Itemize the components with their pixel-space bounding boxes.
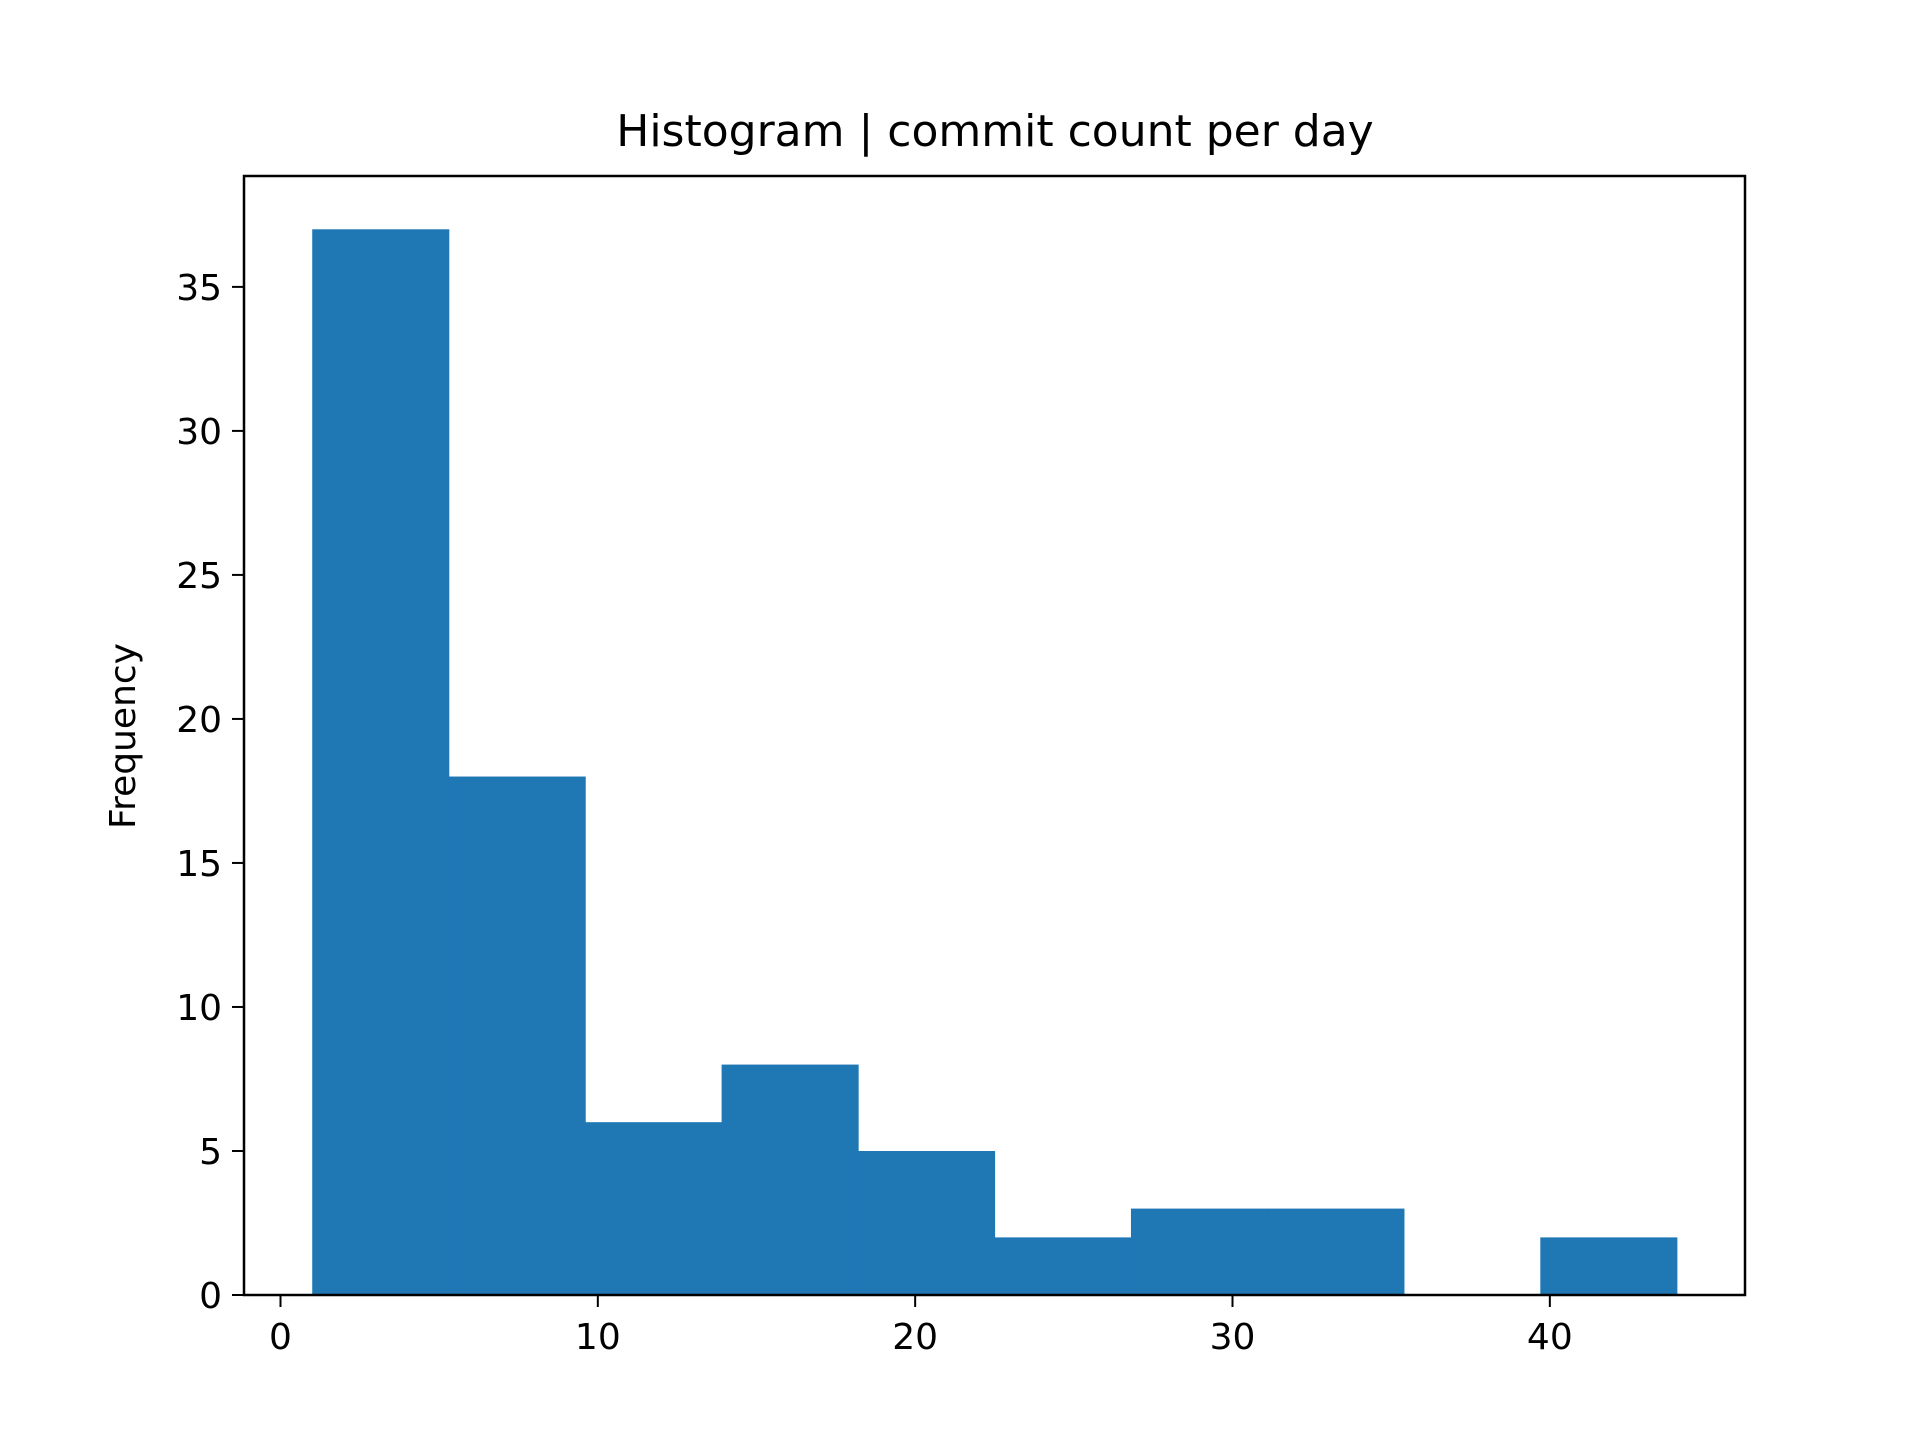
histogram-bar-1: [448, 776, 586, 1295]
y-tick-label: 5: [199, 1132, 222, 1173]
histogram-bar-7: [1267, 1208, 1405, 1295]
x-tick-label: 0: [269, 1317, 292, 1358]
y-tick-label: 10: [176, 988, 222, 1029]
histogram-bar-4: [858, 1150, 996, 1295]
plot-area-frame: [242, 174, 1747, 1297]
histogram-bar-5: [994, 1237, 1132, 1295]
y-tick-label: 25: [176, 556, 222, 597]
chart-title: Histogram | commit count per day: [616, 106, 1373, 157]
x-tick-label: 40: [1527, 1317, 1573, 1358]
histogram-bar-6: [1130, 1208, 1269, 1295]
histogram-bar-2: [585, 1122, 723, 1295]
y-axis-label: Frequency: [103, 643, 144, 829]
x-tick-label: 20: [892, 1317, 938, 1358]
y-tick-label: 30: [176, 412, 222, 453]
y-tick-label: 20: [176, 700, 222, 741]
x-tick-label: 30: [1210, 1317, 1256, 1358]
y-tick-label: 15: [176, 844, 222, 885]
histogram-bar-3: [721, 1064, 859, 1295]
histogram-bar-9: [1540, 1237, 1678, 1295]
bars-layer: [312, 229, 1678, 1295]
histogram-bar-0: [312, 229, 450, 1295]
y-tick-label: 35: [176, 268, 222, 309]
x-axis-ticks: 0 10 20 30 40: [269, 1295, 1573, 1358]
x-tick-label: 10: [575, 1317, 621, 1358]
y-tick-label: 0: [199, 1276, 222, 1317]
y-axis-ticks: 0 5 10 15 20 25 30 35: [176, 268, 244, 1317]
